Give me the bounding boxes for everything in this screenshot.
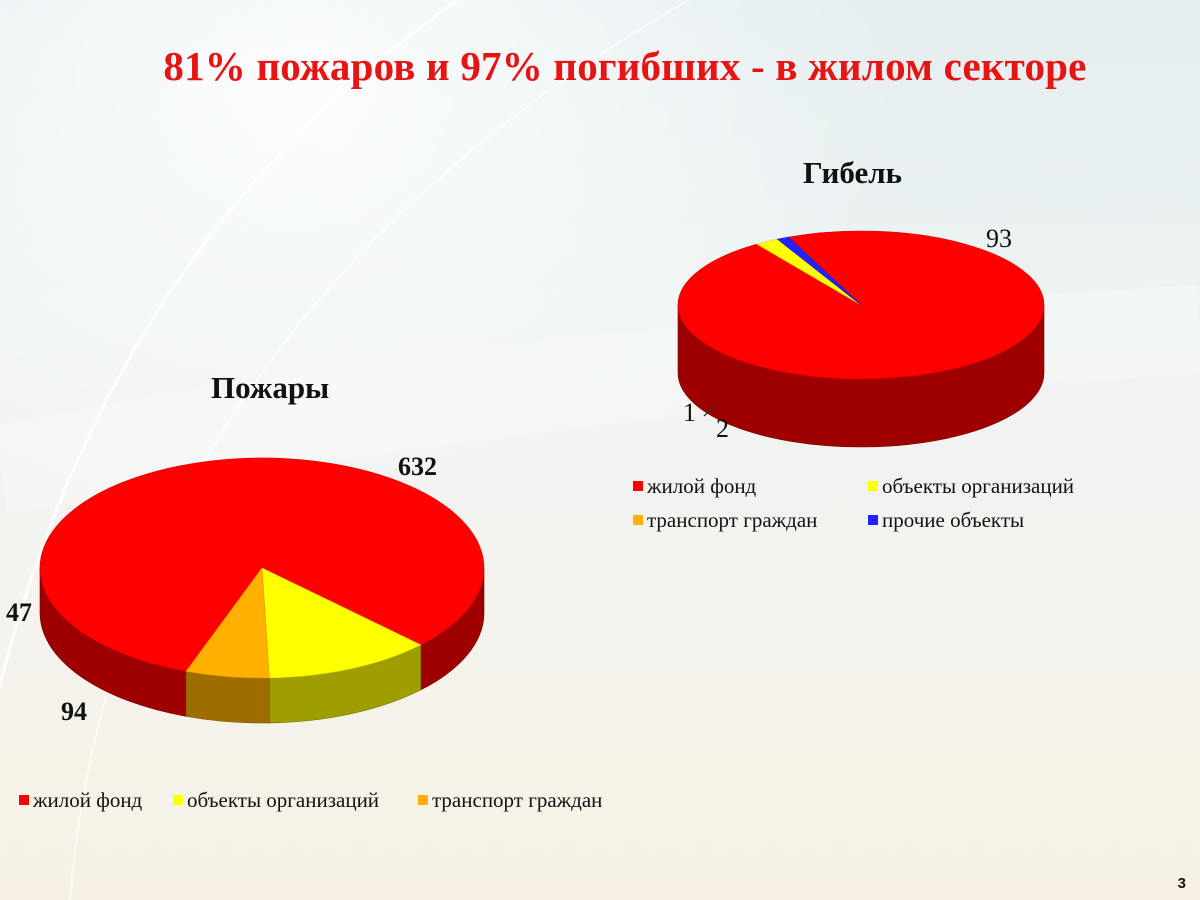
legend-item-residential: жилой фонд xyxy=(633,474,756,499)
legend-swatch-other xyxy=(868,515,878,526)
legend-swatch-organizations xyxy=(868,481,878,492)
legend-swatch-transport xyxy=(633,515,643,526)
data-label-deaths-other: 1 xyxy=(683,398,696,427)
data-label-deaths-residential: 93 xyxy=(986,224,1012,253)
legend-item-other: прочие объекты xyxy=(868,508,1024,533)
legend-item-organizations: объекты организаций xyxy=(173,788,379,813)
data-label-fires-residential: 632 xyxy=(398,452,437,481)
page-number: 3 xyxy=(1177,875,1186,892)
legend-swatch-residential xyxy=(633,481,643,492)
chart-title-deaths: Гибель xyxy=(803,155,903,190)
fires-slice-side-transport xyxy=(185,671,270,724)
chart-title-fires: Пожары xyxy=(211,370,330,405)
legend-swatch-transport xyxy=(418,795,428,806)
fires-slice-transport xyxy=(185,567,270,679)
legend-item-organizations: объекты организаций xyxy=(868,474,1074,499)
pie-chart-fires xyxy=(39,457,485,724)
pie-chart-deaths xyxy=(677,230,1045,448)
fires-slice-residential xyxy=(39,457,485,672)
legend-item-transport: транспорт граждан xyxy=(633,508,817,533)
slide-title: 81% пожаров и 97% погибших - в жилом сек… xyxy=(163,43,1087,89)
leader-line xyxy=(703,404,717,417)
deaths-slice-other xyxy=(776,236,862,306)
fires-slice-organizations xyxy=(261,567,422,679)
data-label-deaths-organizations: 2 xyxy=(716,414,729,443)
legend-item-transport: транспорт граждан xyxy=(418,788,602,813)
legend-swatch-residential xyxy=(19,795,29,806)
data-label-fires-organizations: 94 xyxy=(61,697,87,726)
legend-swatch-organizations xyxy=(173,795,183,806)
legend-item-residential: жилой фонд xyxy=(19,788,142,813)
data-label-fires-transport: 47 xyxy=(6,598,32,627)
